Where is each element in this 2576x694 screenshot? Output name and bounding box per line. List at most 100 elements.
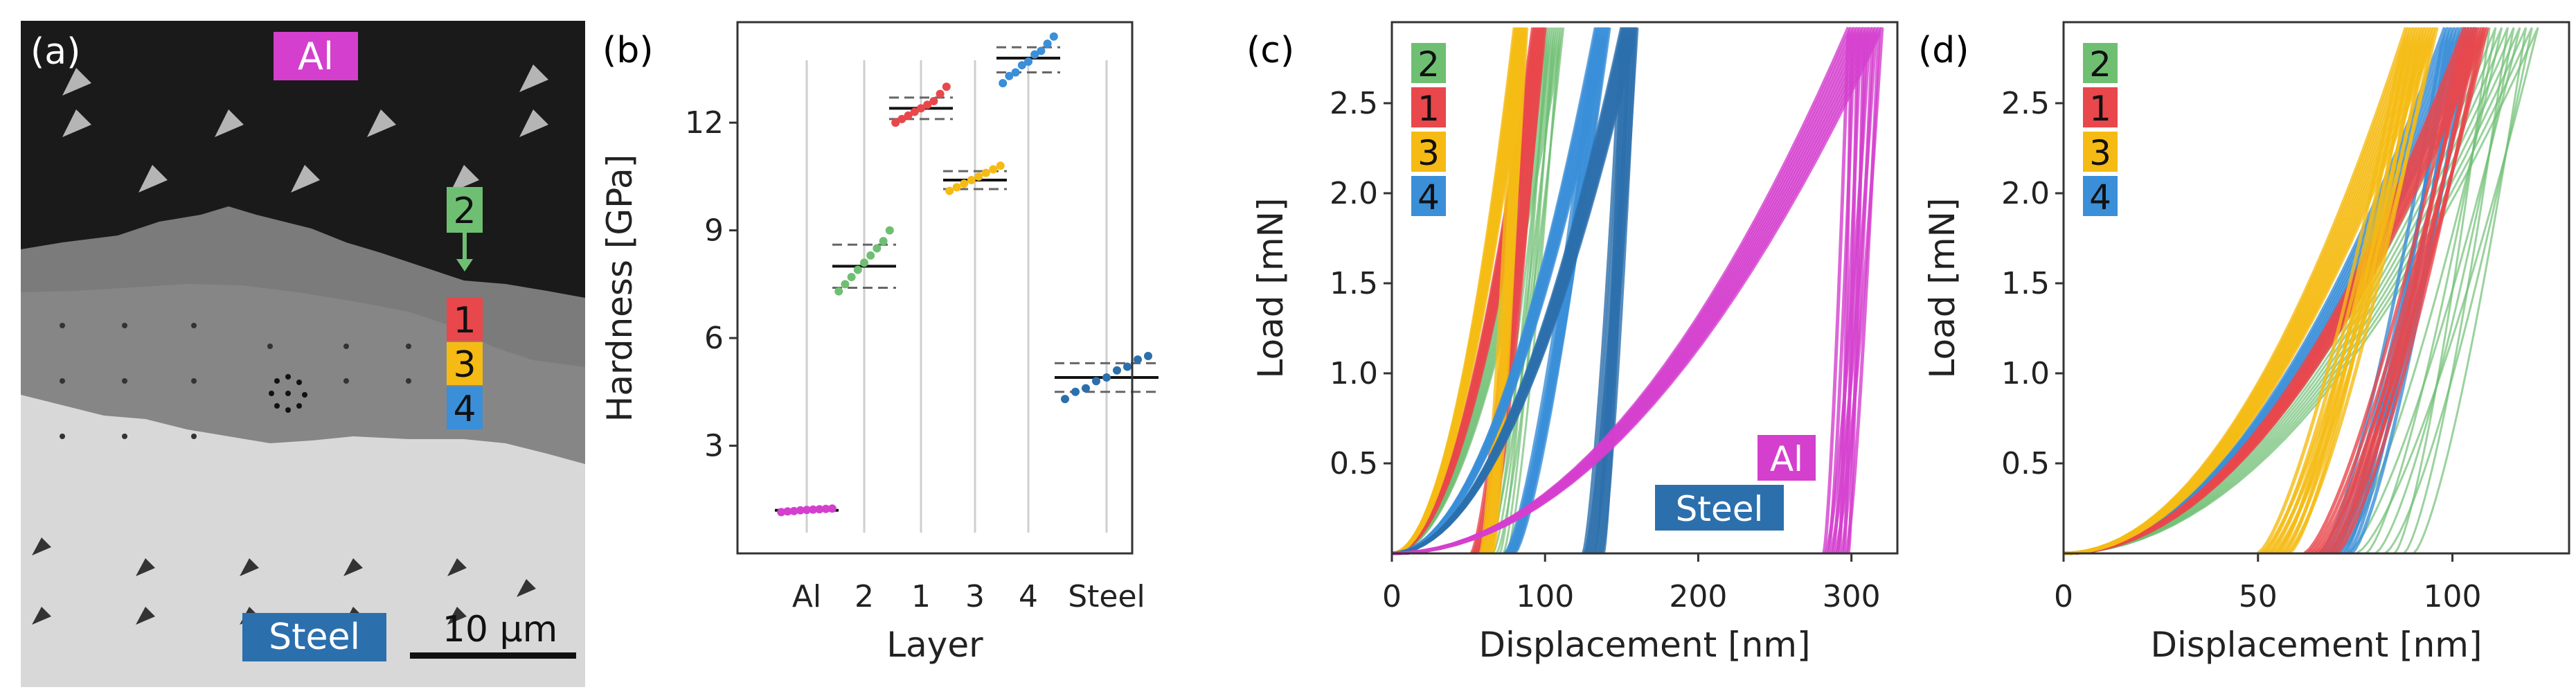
- load-curve-2: [2063, 27, 2533, 555]
- al-label-box: [274, 32, 358, 80]
- hardness-y-axis-title: Hardness [GPa]: [600, 154, 640, 422]
- hardness-point: [815, 505, 824, 514]
- indent-mark-al: [519, 109, 548, 137]
- y-tick-label: 9: [704, 213, 724, 249]
- indent-mark-interlayer: [343, 344, 349, 349]
- hardness-point: [885, 226, 894, 235]
- load-curve-2: [2063, 27, 2497, 555]
- layer4-label-box: [447, 386, 483, 429]
- indent-mark-interlayer: [191, 323, 197, 328]
- hardness-point: [821, 504, 830, 513]
- legend-swatch-4: [2083, 176, 2118, 216]
- hardness-point: [910, 107, 919, 116]
- y-tick-label: 0.5: [2001, 446, 2050, 481]
- hardness-point: [936, 89, 945, 98]
- indent-mark-interlayer: [191, 378, 197, 384]
- indent-mark-steel: [447, 558, 467, 576]
- x-tick-label: 100: [1516, 579, 1574, 614]
- hardness-point: [897, 114, 906, 123]
- hardness-point: [796, 506, 805, 515]
- x-tick-label: 300: [1823, 579, 1881, 614]
- hardness-point: [923, 100, 932, 109]
- annotation-label-al: Al: [1770, 439, 1803, 479]
- y-tick-label: 1.0: [1330, 356, 1378, 391]
- indent-mark-interlayer: [60, 434, 65, 439]
- indent-mark-interlayer: [60, 378, 65, 384]
- load-curve-2: [2063, 27, 2521, 555]
- indent-mark-steel: [32, 607, 51, 625]
- hardness-point: [841, 280, 850, 289]
- hardness-point: [1011, 68, 1020, 77]
- load-curve-2: [2063, 27, 2515, 555]
- hardness-point: [809, 505, 818, 514]
- hardness-point: [1030, 50, 1039, 59]
- layer4-label: 4: [453, 389, 476, 430]
- legend-d: 2 134: [2083, 43, 2118, 217]
- indent-mark-al: [367, 109, 396, 137]
- y-axis-title-c: Load [mN]: [1251, 198, 1291, 379]
- hardness-point: [1005, 71, 1014, 80]
- panel-b-tag: (b): [602, 30, 654, 71]
- hardness-point: [1144, 351, 1152, 360]
- hardness-point: [1123, 362, 1132, 371]
- hardness-point: [960, 179, 969, 188]
- legend-swatch-2: [1411, 43, 1446, 83]
- hardness-point: [974, 172, 983, 181]
- legend-swatch-3: [1411, 132, 1446, 172]
- hardness-point: [996, 161, 1005, 170]
- x-ticks-c: 0 100 200 300: [1382, 553, 1881, 614]
- y-ticks-d: 0.5 1.0 1.5 2.0 2.5: [2001, 86, 2064, 481]
- panel-c-tag: (c): [1246, 30, 1294, 71]
- y-tick-label: 3: [704, 429, 724, 464]
- legend-swatch-2: [2083, 43, 2118, 83]
- hardness-point: [834, 287, 843, 296]
- load-curve-2: [2063, 27, 2503, 555]
- indent-mark-steel: [517, 579, 536, 597]
- load-curve-al: [1391, 26, 1884, 555]
- legend-label-3: 3: [1417, 133, 1440, 173]
- indent-mark-steel: [343, 558, 363, 576]
- steel-region: [21, 395, 585, 687]
- layer2-label: 2: [453, 190, 476, 232]
- legend-label-4: 4: [2089, 177, 2111, 217]
- plot-frame-d: [2062, 21, 2570, 555]
- layer3-label-box: [447, 342, 483, 385]
- hardness-point: [967, 176, 976, 185]
- hardness-y-ticks: 3 6 9 12: [685, 105, 737, 464]
- steel-label: Steel: [269, 616, 360, 658]
- annotation-box-al: [1757, 435, 1816, 481]
- hardness-point: [1061, 395, 1069, 404]
- hardness-point: [981, 168, 990, 177]
- legend-swatch-1: [1411, 87, 1446, 127]
- indent-mark-interlayer: [343, 378, 349, 384]
- hardness-x-axis-title: Layer: [886, 625, 983, 665]
- layer2-arrowhead: [456, 259, 473, 272]
- indent-mark-al: [215, 109, 244, 137]
- hardness-point: [945, 186, 954, 195]
- al-label: Al: [298, 35, 334, 78]
- indent-mark-al: [450, 165, 479, 193]
- hardness-point: [860, 258, 868, 267]
- hardness-point: [847, 272, 856, 281]
- x-tick-label: 0: [1382, 579, 1402, 614]
- hardness-point: [777, 508, 786, 517]
- indent-cluster-marker: [269, 374, 307, 413]
- indent-mark-al: [138, 165, 168, 193]
- y-tick-label: 2.0: [1330, 176, 1378, 211]
- indent-mark-interlayer: [267, 344, 273, 349]
- indent-mark-interlayer: [122, 378, 127, 384]
- hardness-point: [1071, 387, 1080, 396]
- hardness-point: [866, 251, 875, 260]
- legend-swatch-3: [2083, 132, 2118, 172]
- x-ticks-d: 0 50 100: [2054, 553, 2482, 614]
- layer1-label: 1: [453, 300, 476, 341]
- indent-mark-interlayer: [406, 344, 411, 349]
- load-curve-1: [2063, 26, 2489, 555]
- y-ticks-c: 0.5 1.0 1.5 2.0 2.5: [1330, 86, 1392, 481]
- indent-mark-interlayer: [406, 378, 411, 384]
- hardness-point: [1082, 384, 1090, 393]
- hardness-point: [1092, 377, 1100, 386]
- legend-swatch-4: [1411, 176, 1446, 216]
- load-curve-3: [2063, 26, 2439, 555]
- hardness-point: [952, 183, 961, 192]
